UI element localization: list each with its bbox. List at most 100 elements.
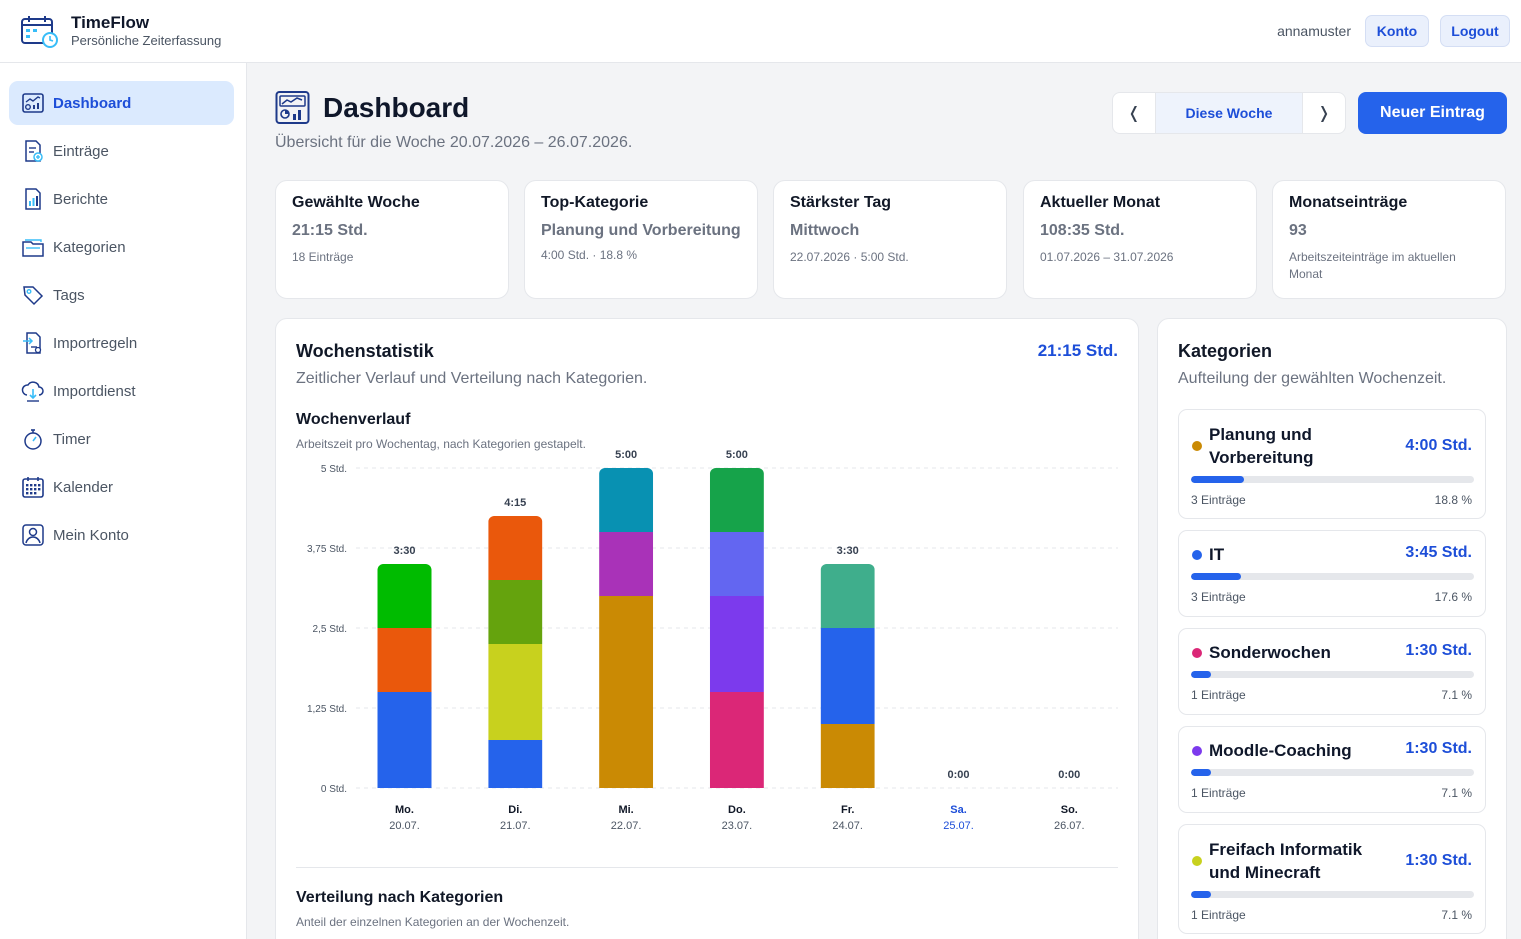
category-card[interactable]: Moodle-Coaching 1:30 Std. 1 Einträge 7.1… <box>1178 726 1486 813</box>
bar-segment[interactable] <box>709 532 764 596</box>
bar-segment[interactable] <box>820 724 875 788</box>
stat-value: 93 <box>1289 222 1307 239</box>
sidebar-item-categories[interactable]: Kategorien <box>9 225 234 269</box>
bar-total-label: 3:30 <box>393 545 415 557</box>
y-tick-label: 3,75 Std. <box>307 544 347 555</box>
bar-segment[interactable] <box>488 580 543 644</box>
category-percent: 7.1 % <box>1441 908 1472 922</box>
category-entry-count: 3 Einträge <box>1191 590 1246 604</box>
new-entry-button[interactable]: Neuer Eintrag <box>1358 92 1507 134</box>
tag-icon <box>21 283 45 307</box>
bar-total-label: 4:15 <box>504 497 526 509</box>
app-name: TimeFlow <box>71 13 150 32</box>
bar-segment[interactable] <box>599 596 654 788</box>
sidebar-item-label: Kategorien <box>53 238 126 256</box>
sidebar-item-label: Berichte <box>53 190 109 208</box>
sidebar-item-label: Einträge <box>53 142 109 160</box>
bar-segment[interactable] <box>377 628 432 692</box>
bar-segment[interactable] <box>377 564 432 628</box>
dashboard-icon <box>21 91 45 115</box>
sidebar-item-label: Kalender <box>53 478 114 496</box>
distribution-subtitle: Anteil der einzelnen Kategorien an der W… <box>296 915 570 929</box>
category-card[interactable]: Sonderwochen 1:30 Std. 1 Einträge 7.1 % <box>1178 628 1486 715</box>
stat-label: Aktueller Monat <box>1040 194 1161 211</box>
categories-panel: Kategorien Aufteilung der gewählten Woch… <box>1157 318 1507 939</box>
category-duration: 3:45 Std. <box>1405 544 1472 561</box>
bar-segment[interactable] <box>820 564 875 628</box>
sidebar-item-entries[interactable]: Einträge <box>9 129 234 173</box>
bar-segment[interactable] <box>820 628 875 724</box>
stat-label: Top-Kategorie <box>541 194 649 211</box>
current-week-button[interactable]: Diese Woche <box>1155 93 1303 133</box>
category-progress-bar <box>1191 573 1474 580</box>
x-date-label: 21.07. <box>500 820 531 832</box>
category-progress-bar <box>1191 476 1474 483</box>
app-subtitle: Persönliche Zeiterfassung <box>71 33 222 48</box>
sidebar-item-label: Tags <box>53 286 85 304</box>
category-percent: 7.1 % <box>1441 688 1472 702</box>
weekly-statistics-panel: Wochenstatistik 21:15 Std. Zeitlicher Ve… <box>275 318 1139 939</box>
distribution-title: Verteilung nach Kategorien <box>296 889 504 906</box>
bar-segment[interactable] <box>488 740 543 788</box>
bar-total-label: 5:00 <box>726 449 748 461</box>
previous-week-button[interactable]: ❬ <box>1127 105 1141 122</box>
bar-segment[interactable] <box>377 692 432 788</box>
calendar-icon <box>21 475 45 499</box>
bar-segment[interactable] <box>709 692 764 788</box>
sidebar-item-tags[interactable]: Tags <box>9 273 234 317</box>
category-color-dot <box>1192 550 1202 560</box>
bar-total-label: 0:00 <box>1058 769 1080 781</box>
categories-icon <box>21 235 45 259</box>
category-entry-count: 3 Einträge <box>1191 493 1246 507</box>
sidebar-item-import-service[interactable]: Importdienst <box>9 369 234 413</box>
stat-hint: 22.07.2026 · 5:00 Std. <box>790 250 909 264</box>
stat-hint: Arbeitszeiteinträge im aktuellen Monat <box>1289 250 1456 281</box>
sidebar-item-label: Importdienst <box>53 382 136 400</box>
stat-value: 108:35 Std. <box>1040 222 1125 239</box>
stat-card-selected-week: Gewählte Woche 21:15 Std. 18 Einträge <box>275 180 509 299</box>
y-tick-label: 5 Std. <box>321 464 347 475</box>
sidebar-item-import-rules[interactable]: Importregeln <box>9 321 234 365</box>
category-percent: 17.6 % <box>1434 590 1472 604</box>
page-title: Dashboard <box>323 92 470 123</box>
sidebar-item-dashboard[interactable]: Dashboard <box>9 81 234 125</box>
top-bar: TimeFlow Persönliche Zeiterfassung annam… <box>0 0 1521 63</box>
page-subtitle: Übersicht für die Woche 20.07.2026 – 26.… <box>275 134 633 151</box>
x-date-label: 22.07. <box>611 820 642 832</box>
sidebar-item-calendar[interactable]: Kalender <box>9 465 234 509</box>
category-entry-count: 1 Einträge <box>1191 908 1246 922</box>
category-card[interactable]: Freifach Informatik und Minecraft 1:30 S… <box>1178 824 1486 934</box>
category-card[interactable]: Planung und Vorbereitung 4:00 Std. 3 Ein… <box>1178 409 1486 519</box>
bar-total-label: 3:30 <box>837 545 859 557</box>
bar-segment[interactable] <box>599 468 654 532</box>
dashboard-icon <box>275 91 310 124</box>
x-day-label: Mi. <box>618 804 633 816</box>
import-service-icon <box>21 379 45 403</box>
bar-segment[interactable] <box>709 468 764 532</box>
sidebar-item-my-account[interactable]: Mein Konto <box>9 513 234 557</box>
next-week-button[interactable]: ❭ <box>1317 105 1331 122</box>
category-progress-fill <box>1191 769 1212 776</box>
sidebar-item-timer[interactable]: Timer <box>9 417 234 461</box>
x-day-label: So. <box>1061 804 1078 816</box>
bar-segment[interactable] <box>488 644 543 740</box>
category-card[interactable]: IT 3:45 Std. 3 Einträge 17.6 % <box>1178 530 1486 617</box>
sidebar-item-label: Mein Konto <box>53 526 129 544</box>
stat-label: Gewählte Woche <box>292 194 420 211</box>
category-color-dot <box>1192 746 1202 756</box>
category-name: Moodle-Coaching <box>1209 741 1352 760</box>
sidebar-item-reports[interactable]: Berichte <box>9 177 234 221</box>
panel-subtitle: Aufteilung der gewählten Wochenzeit. <box>1178 370 1447 387</box>
username: annamuster <box>1277 23 1351 39</box>
panel-title: Wochenstatistik <box>296 341 434 361</box>
bar-segment[interactable] <box>488 516 543 580</box>
bar-total-label: 0:00 <box>947 769 969 781</box>
x-day-label: Do. <box>728 804 746 816</box>
category-progress-bar <box>1191 769 1474 776</box>
bar-segment[interactable] <box>599 532 654 596</box>
konto-button[interactable]: Konto <box>1365 15 1429 47</box>
category-name: Planung und Vorbereitung <box>1209 425 1314 467</box>
logout-button[interactable]: Logout <box>1440 15 1510 47</box>
bar-segment[interactable] <box>709 596 764 692</box>
stat-hint: 01.07.2026 – 31.07.2026 <box>1040 250 1174 264</box>
